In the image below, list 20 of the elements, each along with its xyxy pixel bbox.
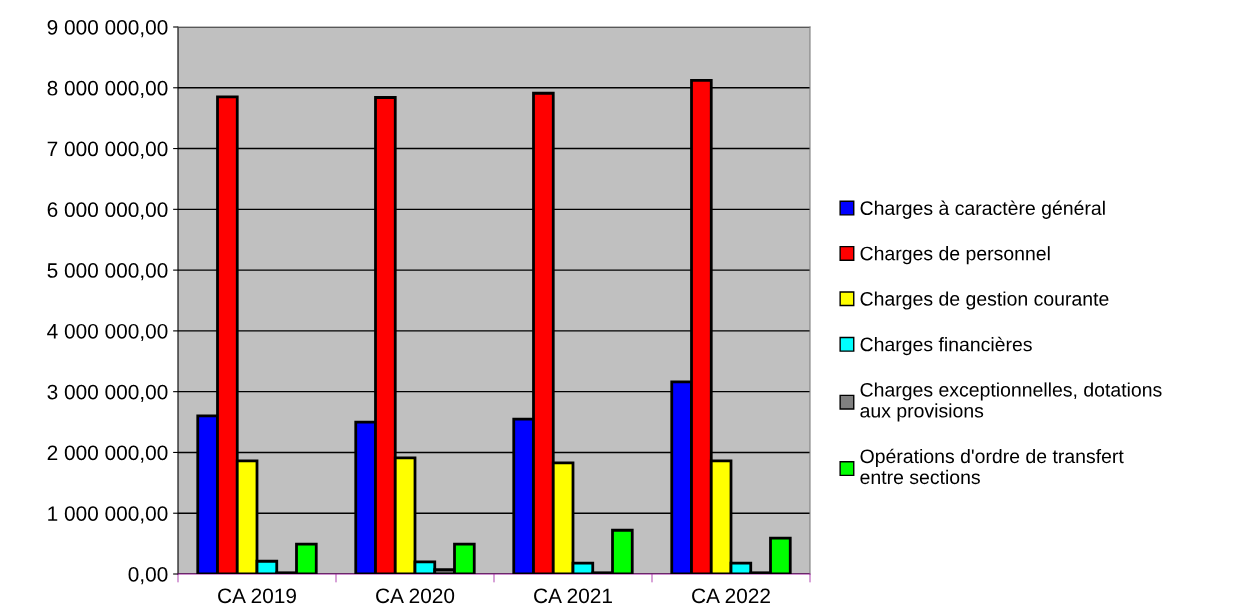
y-tick-label: 9 000 000,00 [47, 20, 168, 38]
y-tick-label: 1 000 000,00 [48, 506, 168, 524]
x-tick-label: CA 2021 [534, 588, 612, 604]
y-tick-label: 6 000 000,00 [47, 202, 168, 220]
x-tick-label: CA 2019 [218, 588, 296, 604]
x-tick-label: CA 2020 [376, 588, 455, 604]
legend-label: Charges de gestion courante [860, 291, 1109, 310]
y-tick-label: 7 000 000,00 [47, 141, 168, 159]
legend-label: Charges à caractère général [860, 200, 1105, 219]
y-tick-label: 4 000 000,00 [47, 323, 168, 342]
legend-label: Charges de personnel [860, 246, 1050, 265]
legend-label: Charges exceptionnelles, dotations aux provisions [860, 382, 1162, 422]
y-tick-label: 2 000 000,00 [47, 445, 168, 463]
y-tick-label: 3 000 000,00 [47, 384, 168, 402]
legend-label: Opérations d'ordre de transfert entre sections [860, 448, 1124, 485]
y-tick-label: 8 000 000,00 [47, 80, 168, 98]
y-tick-label: 0,00 [128, 567, 168, 585]
y-tick-label: 5 000 000,00 [47, 263, 168, 281]
legend-label: Charges financières [860, 336, 1032, 356]
x-tick-label: CA 2022 [692, 588, 770, 604]
